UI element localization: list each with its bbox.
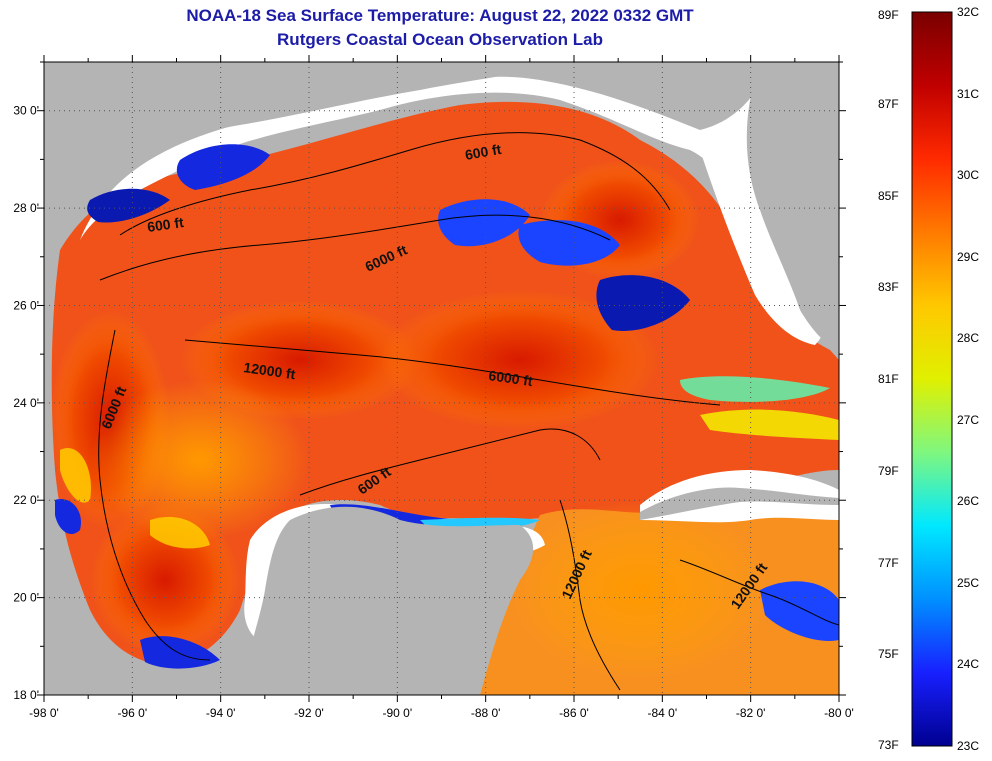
lon-label: -92 0' bbox=[294, 706, 324, 720]
contour-label: 12000 ft bbox=[243, 359, 297, 382]
lat-label: 28 0' bbox=[13, 201, 39, 215]
contour-label: 600 ft bbox=[464, 141, 503, 163]
lon-label: -96 0' bbox=[118, 706, 148, 720]
colorbar-f-label: 89F bbox=[878, 8, 899, 22]
lon-label: -86 0' bbox=[559, 706, 589, 720]
axis-ticks: -98 0' -96 0' -94 0' -92 0' -90 0' -88 0' -86 … bbox=[13, 55, 854, 720]
colorbar-f-label: 87F bbox=[878, 96, 899, 111]
cloud-north-gulf bbox=[80, 62, 839, 330]
contour-label: 6000 ft bbox=[488, 367, 534, 389]
colorbar-c-label: 26C bbox=[957, 494, 980, 509]
colorbar-c-label: 30C bbox=[957, 168, 980, 183]
lon-label: -82 0' bbox=[736, 706, 766, 720]
contour-label: 600 ft bbox=[146, 214, 185, 235]
lon-label: -88 0' bbox=[471, 706, 501, 720]
colorbar-f-label: 75F bbox=[878, 647, 899, 662]
lat-label: 24 0' bbox=[13, 396, 39, 410]
lat-label: 26 0' bbox=[13, 298, 39, 312]
colorbar-c-label: 25C bbox=[957, 575, 980, 590]
lat-label: 22 0' bbox=[13, 493, 39, 507]
colorbar-f-label: 79F bbox=[878, 463, 899, 478]
colorbar-c-label: 32C bbox=[957, 5, 980, 19]
colorbar-c-label: 27C bbox=[957, 412, 980, 427]
colorbar-c-label: 28C bbox=[957, 331, 980, 346]
bathymetry-contours bbox=[98, 132, 839, 691]
graticule bbox=[44, 62, 839, 695]
transition-patches bbox=[60, 376, 839, 549]
colorbar-f-label: 83F bbox=[878, 280, 899, 295]
colorbar-c-label: 24C bbox=[957, 657, 980, 672]
colorbar-f-label: 81F bbox=[878, 372, 899, 386]
colorbar-f-label: 73F bbox=[878, 738, 899, 752]
lon-label: -98 0' bbox=[29, 706, 59, 720]
map-title: NOAA-18 Sea Surface Temperature: August … bbox=[186, 6, 694, 25]
lon-label: -80 0' bbox=[824, 706, 854, 720]
lat-label: 18 0' bbox=[13, 688, 39, 702]
lon-label: -90 0' bbox=[383, 706, 413, 720]
us-coast-land bbox=[44, 62, 560, 300]
cuba-land bbox=[640, 487, 839, 520]
colorbar bbox=[911, 11, 953, 747]
yucatan-land bbox=[240, 506, 534, 695]
florida-land bbox=[746, 62, 839, 350]
lat-label: 30 0' bbox=[13, 104, 39, 118]
mexico-west-land bbox=[44, 300, 150, 695]
colorbar-f-label: 85F bbox=[878, 188, 899, 203]
lat-label: 20 0' bbox=[13, 591, 39, 605]
colorbar-c-label: 31C bbox=[957, 86, 980, 101]
colorbar-c-label: 29C bbox=[957, 249, 980, 264]
colorbar-f-label: 77F bbox=[878, 555, 899, 570]
colorbar-c-label: 23C bbox=[957, 739, 980, 753]
lon-label: -84 0' bbox=[648, 706, 678, 720]
lon-label: -94 0' bbox=[206, 706, 236, 720]
map-subtitle: Rutgers Coastal Ocean Observation Lab bbox=[277, 30, 603, 49]
